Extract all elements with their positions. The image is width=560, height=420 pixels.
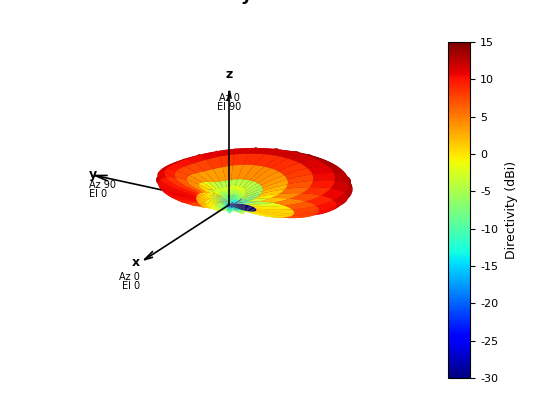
Y-axis label: Directivity (dBi): Directivity (dBi) bbox=[505, 161, 518, 259]
Title: 3D Directivity Pattern: 3D Directivity Pattern bbox=[113, 0, 335, 4]
